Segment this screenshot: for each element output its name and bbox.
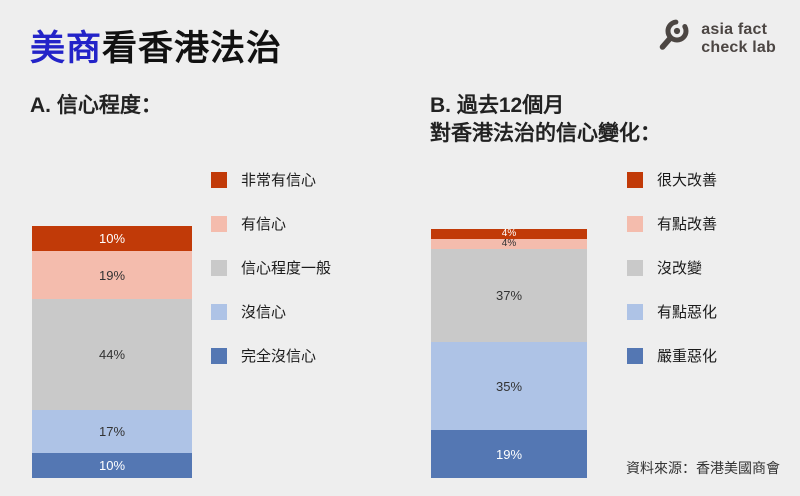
legend-swatch-icon [211, 347, 227, 364]
legend-label: 有點惡化 [657, 304, 718, 321]
legend-swatch-icon [211, 259, 227, 276]
legend-item: 嚴重惡化 [627, 347, 718, 365]
legend-label: 完全沒信心 [241, 348, 317, 365]
chart-a-stacked-bar: 10% 19% 44% 17% 10% [32, 226, 192, 478]
bar-segment: 35% [431, 341, 587, 431]
legend-swatch-icon [627, 259, 643, 276]
legend-item: 信心程度一般 [211, 259, 332, 277]
segment-value-label: 10% [98, 231, 126, 247]
legend-swatch-icon [211, 171, 227, 188]
chart-b-title: B. 過去12個月 對香港法治的信心變化： [430, 94, 661, 146]
bar-segment: 17% [32, 409, 192, 453]
bar-segment: 44% [32, 299, 192, 410]
bar-segment: 4% [431, 227, 587, 239]
legend-item: 非常有信心 [211, 171, 331, 189]
chart-b-legend: 很大改善有點改善沒改變有點惡化嚴重惡化 [627, 171, 717, 391]
legend-swatch-icon [627, 303, 643, 320]
brand-logo-line1: asia fact [701, 20, 768, 38]
legend-label: 嚴重惡化 [657, 348, 718, 365]
segment-value-label: 37% [495, 287, 523, 303]
bar-segment: 10% [32, 226, 192, 252]
bar-segment: 37% [431, 248, 587, 342]
brand-logo-line2: check lab [701, 38, 776, 56]
bar-segment: 19% [32, 251, 192, 300]
segment-value-label: 10% [98, 457, 126, 473]
page-title: 美商看香港法治 [30, 20, 282, 71]
legend-label: 非常有信心 [241, 172, 317, 189]
legend-swatch-icon [627, 215, 643, 232]
legend-item: 有點惡化 [627, 303, 718, 321]
magnifier-icon [654, 16, 694, 61]
legend-item: 很大改善 [627, 171, 718, 189]
legend-label: 沒改變 [657, 260, 703, 277]
legend-label: 沒信心 [241, 304, 287, 321]
brand-logo-text: asia fact check lab [701, 21, 776, 57]
segment-value-label: 4% [501, 227, 517, 239]
legend-item: 沒信心 [211, 303, 331, 321]
segment-value-label: 19% [98, 267, 126, 283]
brand-logo: asia fact check lab [654, 16, 776, 61]
segment-value-label: 4% [501, 237, 517, 249]
bar-segment: 4% [431, 237, 587, 249]
page-title-rest: 看香港法治 [102, 29, 283, 68]
legend-item: 有信心 [211, 215, 331, 233]
legend-item: 完全沒信心 [211, 347, 331, 365]
segment-value-label: 17% [98, 423, 126, 439]
legend-label: 有信心 [241, 216, 287, 233]
bar-segment: 10% [32, 452, 192, 478]
chart-b-stacked-bar: 4% 4% 37% 35% 19% [431, 227, 587, 478]
data-source-note: 資料來源：香港美國商會 [626, 460, 780, 476]
legend-label: 信心程度一般 [241, 260, 332, 277]
segment-value-label: 35% [495, 378, 523, 394]
legend-swatch-icon [211, 215, 227, 232]
segment-value-label: 19% [495, 446, 523, 462]
legend-label: 有點改善 [657, 216, 718, 233]
legend-item: 沒改變 [627, 259, 717, 277]
legend-item: 有點改善 [627, 215, 718, 233]
legend-swatch-icon [627, 347, 643, 364]
chart-a-legend: 非常有信心有信心信心程度一般 沒信心完全沒信心 [211, 171, 331, 391]
segment-value-label: 44% [98, 347, 126, 363]
page-title-highlight: 美商 [30, 29, 103, 68]
legend-label: 很大改善 [657, 172, 718, 189]
legend-swatch-icon [211, 303, 227, 320]
legend-swatch-icon [627, 171, 643, 188]
bar-segment: 19% [431, 430, 587, 478]
chart-a-title: A. 信心程度： [30, 94, 162, 117]
